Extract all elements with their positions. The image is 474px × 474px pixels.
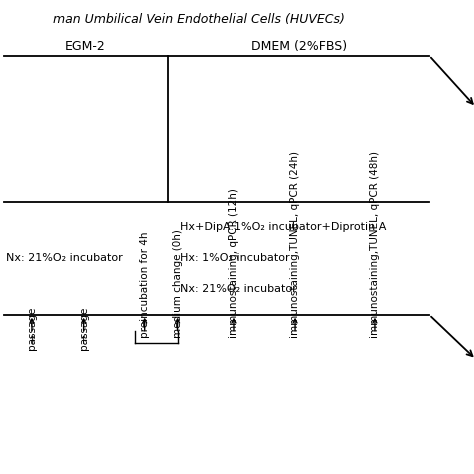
Text: passage: passage (27, 307, 37, 350)
Text: Hx: 1%O₂ incubator: Hx: 1%O₂ incubator (180, 253, 290, 263)
Text: ↑: ↑ (79, 336, 88, 346)
Text: immunostaining, qPCR (12h): immunostaining, qPCR (12h) (229, 189, 239, 338)
Text: immunostaining,TUNEL, qPCR (24h): immunostaining,TUNEL, qPCR (24h) (290, 151, 300, 338)
Text: DMEM (2%FBS): DMEM (2%FBS) (251, 40, 346, 53)
Text: man Umbilical Vein Endothelial Cells (HUVECs): man Umbilical Vein Endothelial Cells (HU… (53, 13, 345, 26)
Text: passage: passage (79, 307, 89, 350)
Text: EGM-2: EGM-2 (64, 40, 105, 53)
Text: Nx: 21%O₂ incubator: Nx: 21%O₂ incubator (6, 253, 123, 263)
Text: immunostaining,TUNEL, qPCR (48h): immunostaining,TUNEL, qPCR (48h) (370, 151, 380, 338)
Text: medium change (0h): medium change (0h) (173, 229, 182, 338)
Text: Nx: 21%O₂ incubator: Nx: 21%O₂ incubator (180, 284, 297, 294)
Text: preincubation for 4h: preincubation for 4h (140, 232, 150, 338)
Text: ↑: ↑ (27, 336, 36, 346)
Text: Hx+DipA:1%O₂ incubator+Diprotin A: Hx+DipA:1%O₂ incubator+Diprotin A (180, 222, 386, 232)
